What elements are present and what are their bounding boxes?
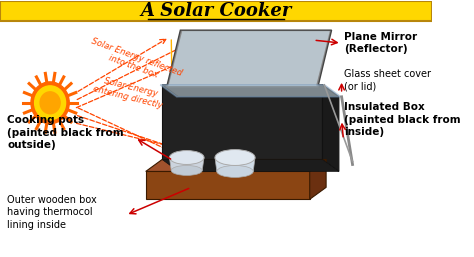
Text: Solar Energy
entering directly: Solar Energy entering directly — [92, 74, 166, 110]
Text: A Solar Cooker: A Solar Cooker — [140, 2, 292, 20]
Polygon shape — [322, 85, 339, 171]
Text: Solar Energy reflected
into the box: Solar Energy reflected into the box — [86, 36, 183, 88]
Text: Insulated Box
(painted black from
inside): Insulated Box (painted black from inside… — [344, 102, 461, 137]
Ellipse shape — [215, 150, 255, 166]
Ellipse shape — [169, 151, 204, 164]
Bar — [0, 1, 432, 21]
Ellipse shape — [217, 166, 253, 177]
Polygon shape — [215, 158, 255, 171]
Polygon shape — [169, 31, 330, 86]
Polygon shape — [146, 160, 326, 171]
Polygon shape — [310, 160, 326, 199]
Polygon shape — [162, 85, 322, 160]
Text: Plane Mirror
(Reflector): Plane Mirror (Reflector) — [344, 32, 418, 54]
Polygon shape — [167, 30, 332, 87]
Polygon shape — [162, 160, 339, 171]
Polygon shape — [160, 85, 341, 97]
Circle shape — [40, 92, 60, 114]
Text: Cooking pots
(painted black from
outside): Cooking pots (painted black from outside… — [7, 115, 124, 150]
Polygon shape — [146, 171, 310, 199]
Ellipse shape — [171, 166, 202, 176]
Circle shape — [31, 82, 69, 124]
Polygon shape — [169, 158, 204, 170]
Circle shape — [35, 86, 65, 120]
Text: Glass sheet cover
(or lid): Glass sheet cover (or lid) — [344, 69, 431, 91]
Text: Outer wooden box
having thermocol
lining inside: Outer wooden box having thermocol lining… — [7, 195, 97, 230]
Polygon shape — [162, 85, 339, 97]
